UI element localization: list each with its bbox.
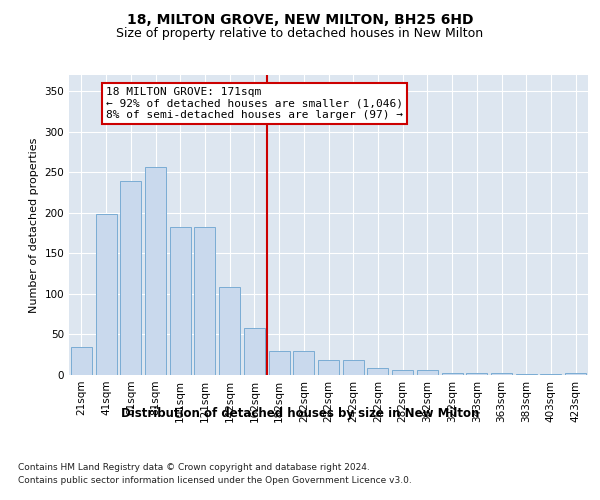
Text: 18 MILTON GROVE: 171sqm
← 92% of detached houses are smaller (1,046)
8% of semi-: 18 MILTON GROVE: 171sqm ← 92% of detache…	[106, 87, 403, 120]
Bar	[565, 374, 586, 375]
Bar	[170, 228, 191, 375]
Bar	[219, 286, 240, 375]
Text: 18, MILTON GROVE, NEW MILTON, BH25 6HD: 18, MILTON GROVE, NEW MILTON, BH25 6HD	[127, 12, 473, 26]
Bar	[367, 368, 388, 375]
Bar	[491, 374, 512, 375]
Bar	[293, 350, 314, 375]
Text: Contains HM Land Registry data © Crown copyright and database right 2024.: Contains HM Land Registry data © Crown c…	[18, 462, 370, 471]
Bar	[417, 370, 438, 375]
Bar	[442, 372, 463, 375]
Bar	[516, 374, 537, 375]
Bar	[145, 166, 166, 375]
Bar	[343, 360, 364, 375]
Text: Distribution of detached houses by size in New Milton: Distribution of detached houses by size …	[121, 408, 479, 420]
Bar	[95, 214, 116, 375]
Bar	[541, 374, 562, 375]
Text: Size of property relative to detached houses in New Milton: Size of property relative to detached ho…	[116, 28, 484, 40]
Bar	[466, 372, 487, 375]
Bar	[120, 181, 141, 375]
Bar	[269, 350, 290, 375]
Bar	[71, 346, 92, 375]
Y-axis label: Number of detached properties: Number of detached properties	[29, 138, 39, 312]
Bar	[194, 228, 215, 375]
Text: Contains public sector information licensed under the Open Government Licence v3: Contains public sector information licen…	[18, 476, 412, 485]
Bar	[392, 370, 413, 375]
Bar	[318, 360, 339, 375]
Bar	[244, 328, 265, 375]
